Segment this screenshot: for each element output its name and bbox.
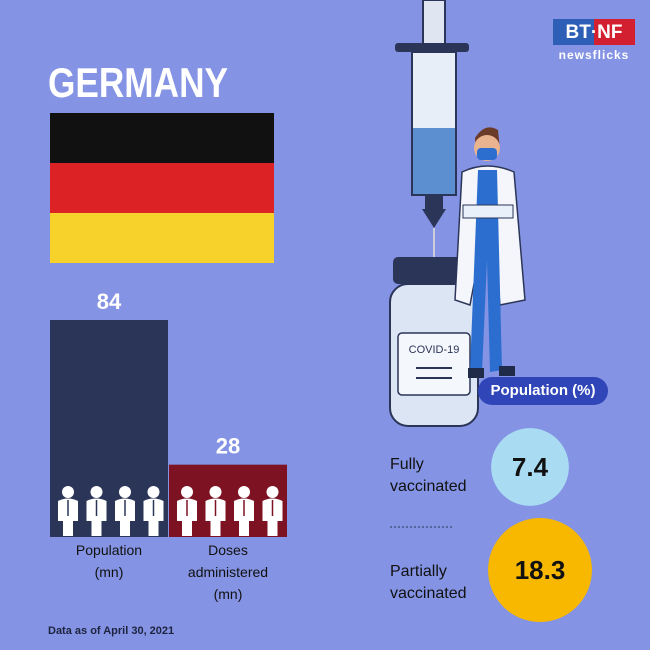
doctor bbox=[454, 127, 526, 378]
logo: BT·NF newsflicks bbox=[553, 19, 635, 62]
person-head bbox=[266, 486, 279, 498]
person-head bbox=[181, 486, 193, 498]
value-label: 28 bbox=[216, 433, 240, 458]
person-body bbox=[86, 498, 107, 536]
person-icon bbox=[262, 486, 283, 536]
person-icon bbox=[115, 486, 135, 536]
vial-label: COVID-19 bbox=[409, 344, 460, 356]
logo-name: newsflicks bbox=[559, 48, 630, 62]
person-head bbox=[147, 486, 160, 498]
value-label: 84 bbox=[97, 289, 122, 314]
syringe bbox=[395, 0, 469, 262]
person-body bbox=[234, 498, 254, 536]
stat-value: 18.3 bbox=[515, 555, 566, 585]
person-icon bbox=[205, 486, 226, 536]
person-head bbox=[62, 486, 74, 498]
person-head bbox=[209, 486, 222, 498]
person-head bbox=[119, 486, 131, 498]
flag bbox=[50, 113, 274, 263]
person-body bbox=[262, 498, 283, 536]
stat-label: Fully vaccinated bbox=[390, 456, 467, 495]
person-icon bbox=[86, 486, 107, 536]
stat-label: Partially vaccinated bbox=[390, 563, 467, 602]
stat-value: 7.4 bbox=[512, 452, 549, 482]
person-body bbox=[115, 498, 135, 536]
stats-header: Population (%) bbox=[478, 377, 608, 405]
stat-circle bbox=[491, 428, 569, 506]
logo-mark: BT·NF bbox=[566, 22, 623, 43]
person-body bbox=[143, 498, 164, 536]
category-label: Doses administered (mn) bbox=[188, 542, 268, 602]
vial: COVID-19 bbox=[389, 257, 479, 427]
stats-title: Population (%) bbox=[491, 382, 596, 399]
person-icon bbox=[234, 486, 254, 536]
person-body bbox=[58, 498, 78, 536]
note: Data as of April 30, 2021 bbox=[48, 625, 174, 637]
stat-circle bbox=[488, 518, 592, 622]
person-body bbox=[177, 498, 197, 536]
person-icon bbox=[58, 486, 78, 536]
person-head bbox=[90, 486, 103, 498]
person-head bbox=[238, 486, 250, 498]
category-label: Population (mn) bbox=[76, 542, 142, 580]
title: GERMANY bbox=[48, 59, 228, 106]
person-icon bbox=[143, 486, 164, 536]
person-icon bbox=[177, 486, 197, 536]
person-body bbox=[205, 498, 226, 536]
